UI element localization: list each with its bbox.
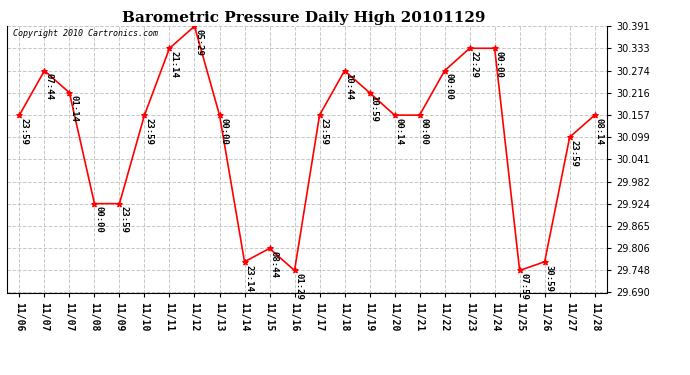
Text: Copyright 2010 Cartronics.com: Copyright 2010 Cartronics.com: [13, 29, 158, 38]
Text: 22:29: 22:29: [469, 51, 478, 78]
Text: 00:00: 00:00: [420, 118, 428, 145]
Point: [464, 45, 475, 51]
Point: [489, 45, 500, 51]
Text: 23:59: 23:59: [19, 118, 28, 145]
Text: 07:59: 07:59: [520, 273, 529, 300]
Point: [14, 112, 25, 118]
Text: Barometric Pressure Daily High 20101129: Barometric Pressure Daily High 20101129: [122, 11, 485, 25]
Point: [189, 23, 200, 29]
Text: 23:59: 23:59: [119, 206, 128, 233]
Point: [339, 68, 350, 74]
Text: 01:14: 01:14: [69, 96, 78, 122]
Point: [514, 267, 525, 273]
Point: [264, 246, 275, 252]
Text: 21:14: 21:14: [169, 51, 178, 78]
Point: [539, 259, 550, 265]
Point: [589, 112, 600, 118]
Text: 30:59: 30:59: [544, 264, 553, 291]
Point: [114, 201, 125, 207]
Text: 23:59: 23:59: [569, 140, 578, 167]
Text: 23:59: 23:59: [144, 118, 153, 145]
Text: 05:29: 05:29: [194, 29, 203, 56]
Text: 10:44: 10:44: [344, 74, 353, 100]
Text: 00:00: 00:00: [94, 206, 103, 233]
Text: 00:00: 00:00: [444, 74, 453, 100]
Point: [389, 112, 400, 118]
Text: 00:00: 00:00: [494, 51, 503, 78]
Text: 23:14: 23:14: [244, 264, 253, 291]
Point: [64, 90, 75, 96]
Point: [89, 201, 100, 207]
Point: [139, 112, 150, 118]
Text: 00:00: 00:00: [219, 118, 228, 145]
Text: 01:29: 01:29: [294, 273, 303, 300]
Point: [214, 112, 225, 118]
Point: [314, 112, 325, 118]
Text: 23:59: 23:59: [319, 118, 328, 145]
Point: [289, 267, 300, 273]
Text: 10:59: 10:59: [369, 96, 378, 122]
Point: [439, 68, 450, 74]
Text: 07:44: 07:44: [44, 74, 53, 100]
Point: [564, 134, 575, 140]
Point: [164, 45, 175, 51]
Point: [414, 112, 425, 118]
Point: [364, 90, 375, 96]
Point: [239, 259, 250, 265]
Text: 08:44: 08:44: [269, 251, 278, 278]
Point: [39, 68, 50, 74]
Text: 00:14: 00:14: [394, 118, 403, 145]
Text: 08:14: 08:14: [594, 118, 603, 145]
